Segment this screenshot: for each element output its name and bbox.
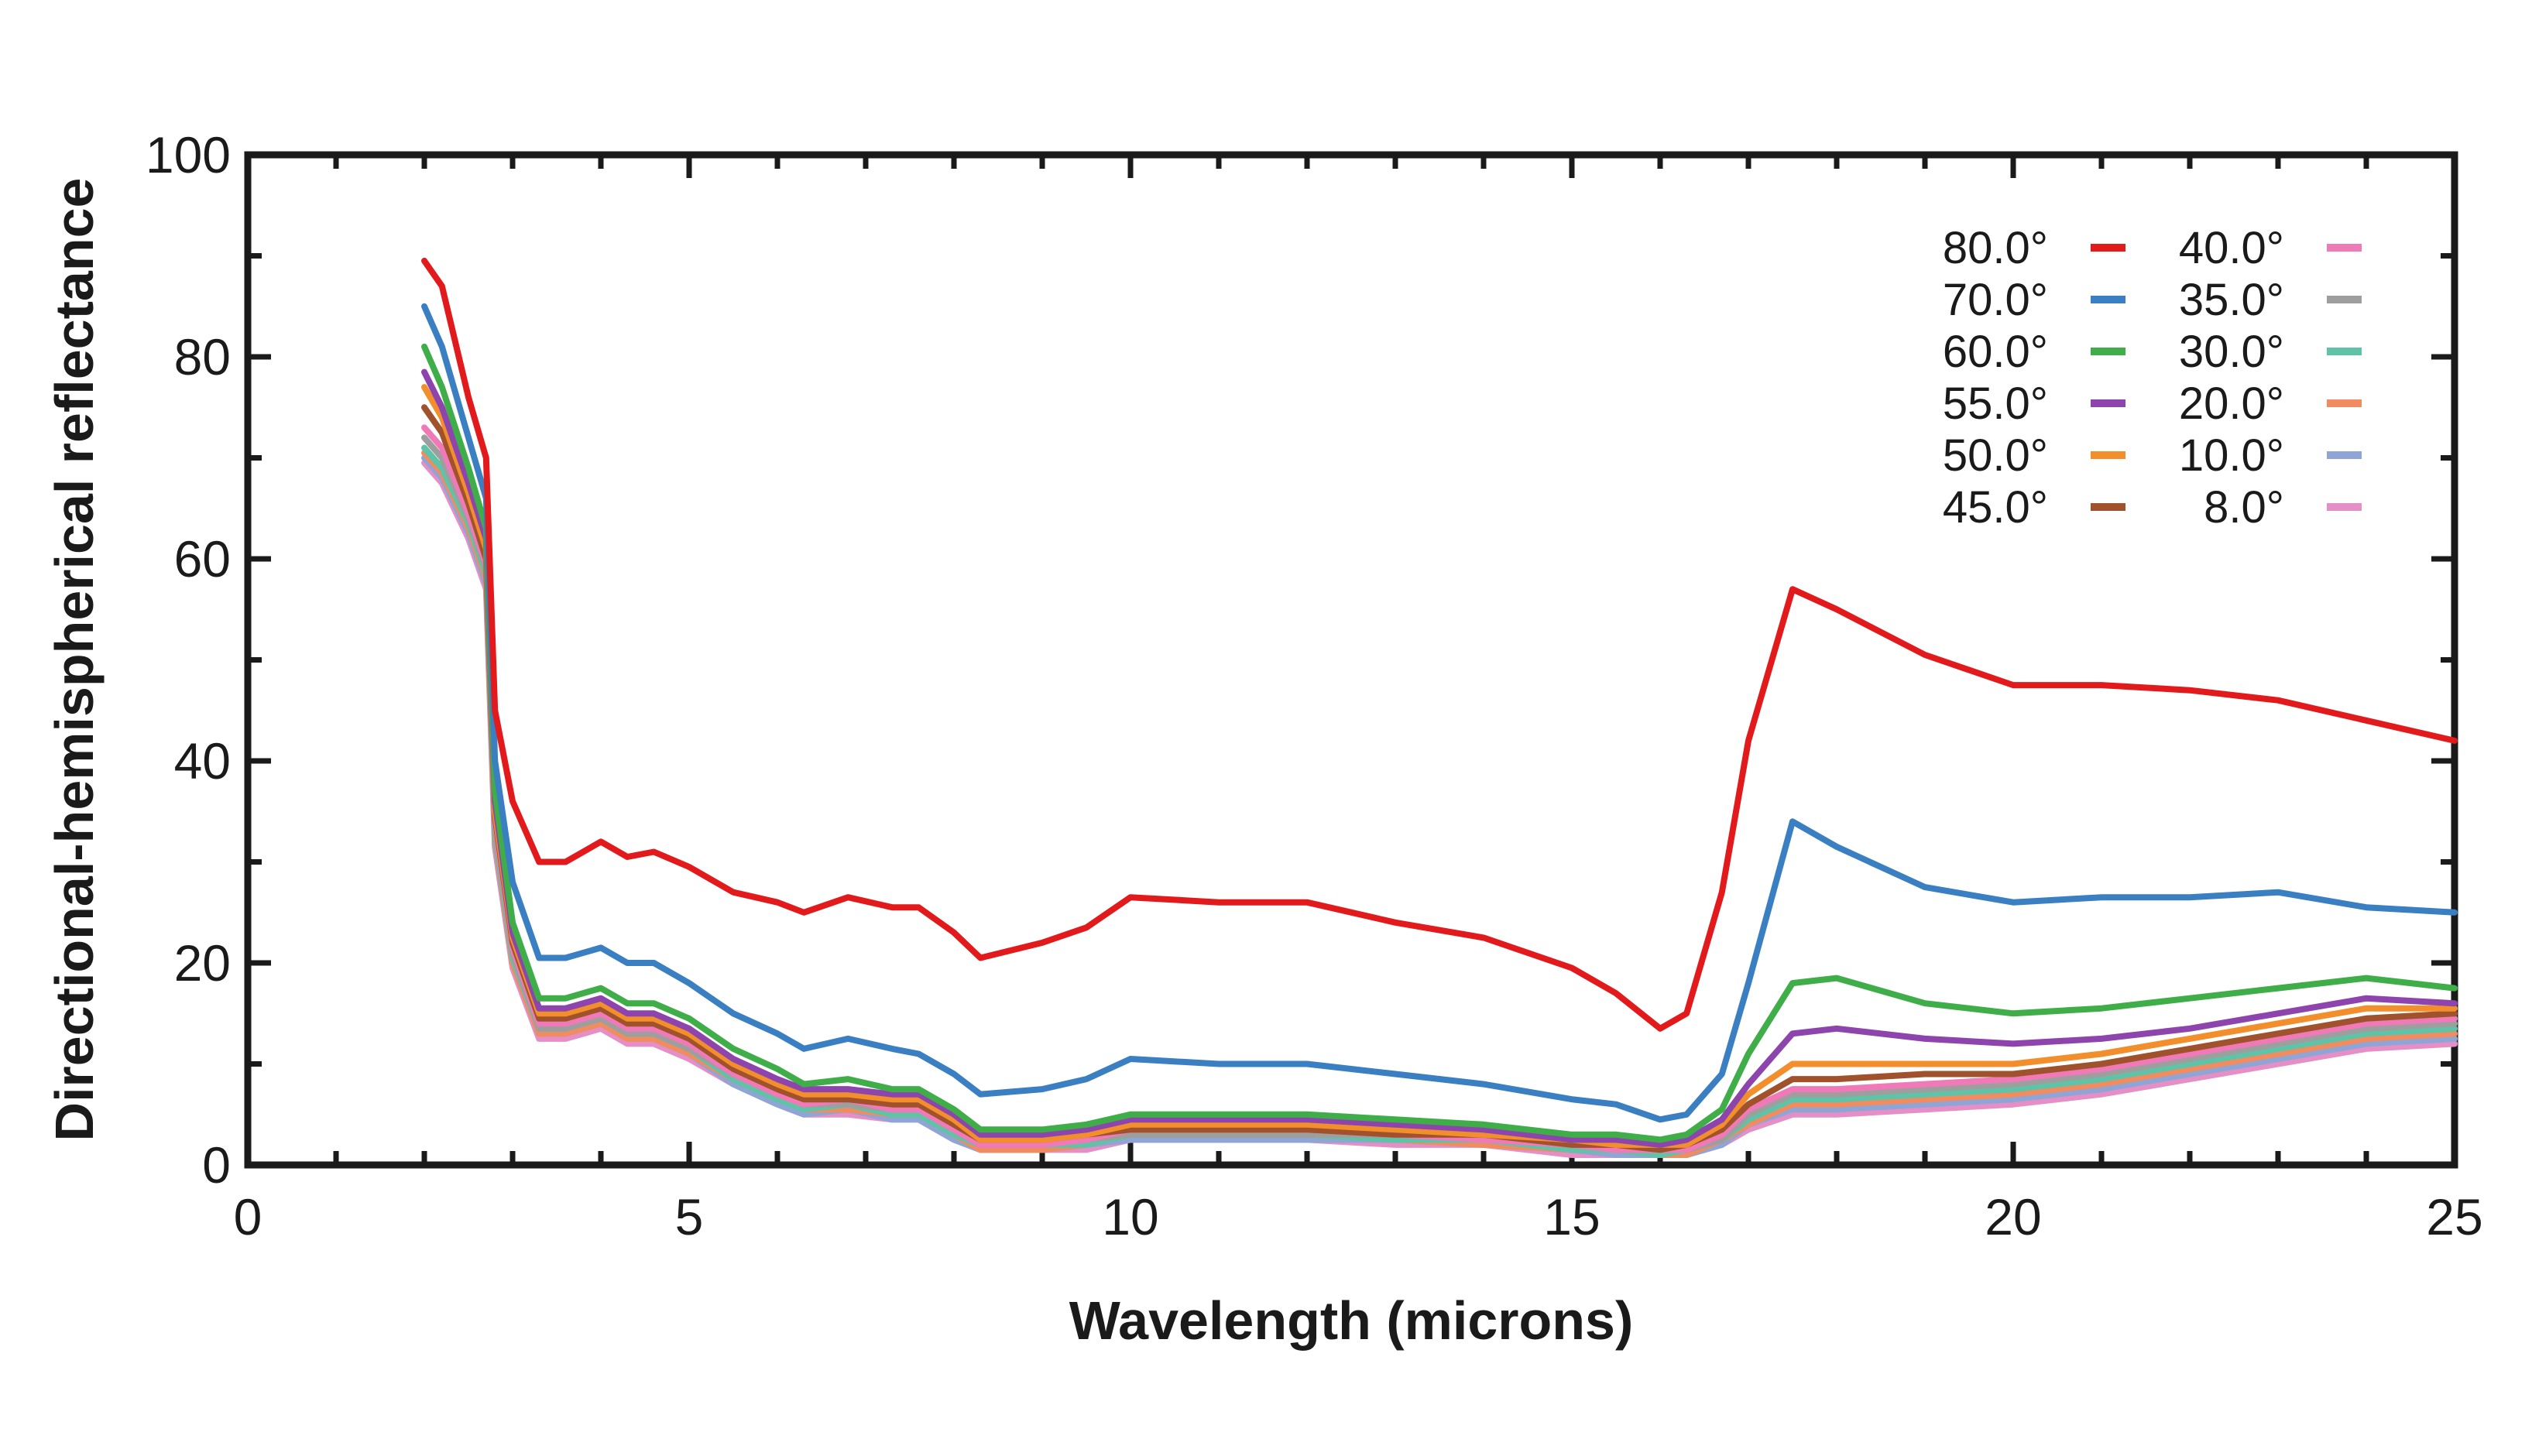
x-tick-label: 10 — [1102, 1188, 1158, 1245]
series-line-45.0 — [421, 404, 2458, 1153]
y-tick-label: 100 — [146, 126, 231, 183]
legend-label: 40.0° — [2179, 223, 2284, 273]
data-series — [421, 258, 2458, 1158]
legend-label: 10.0° — [2179, 430, 2284, 481]
legend-label: 55.0° — [1943, 379, 2048, 429]
y-tick-label: 40 — [174, 732, 231, 790]
legend-label: 20.0° — [2179, 379, 2284, 429]
y-tick-label: 20 — [174, 934, 231, 992]
series-line-80.0 — [421, 258, 2458, 1032]
x-tick-label: 5 — [675, 1188, 704, 1245]
legend-label: 50.0° — [1943, 430, 2048, 481]
y-tick-label: 0 — [202, 1136, 231, 1194]
legend-label: 70.0° — [1943, 275, 2048, 325]
x-tick-label: 0 — [234, 1188, 262, 1245]
tick-labels: 0 5 10 15 20 25 0 20 40 60 80 100 — [146, 126, 2483, 1245]
x-tick-label: 20 — [1985, 1188, 2041, 1245]
legend-label: 60.0° — [1943, 327, 2048, 377]
legend-label: 8.0° — [2204, 482, 2284, 533]
series-line-70.0 — [421, 303, 2458, 1123]
series-line-60.0 — [421, 343, 2458, 1143]
legend-label: 80.0° — [1943, 223, 2048, 273]
series-line-10.0 — [421, 454, 2458, 1158]
x-tick-label: 25 — [2426, 1188, 2482, 1245]
y-axis-title: Directional-hemispherical reflectance — [44, 178, 105, 1142]
series-line-40.0 — [421, 424, 2458, 1153]
x-tick-label: 15 — [1543, 1188, 1600, 1245]
axis-ticks — [245, 152, 2458, 1168]
y-tick-label: 80 — [174, 328, 231, 385]
x-axis-title: Wavelength (microns) — [1069, 1290, 1634, 1351]
legend-label: 45.0° — [1943, 482, 2048, 533]
series-line-20.0 — [421, 450, 2458, 1158]
legend: 80.0°70.0°60.0°55.0°50.0°45.0° 40.0°35.0°… — [1943, 223, 2362, 533]
y-tick-label: 60 — [174, 530, 231, 588]
series-line-8.0 — [421, 460, 2458, 1158]
legend-label: 30.0° — [2179, 327, 2284, 377]
legend-label: 35.0° — [2179, 275, 2284, 325]
series-line-55.0 — [421, 368, 2458, 1148]
series-line-50.0 — [421, 384, 2458, 1148]
